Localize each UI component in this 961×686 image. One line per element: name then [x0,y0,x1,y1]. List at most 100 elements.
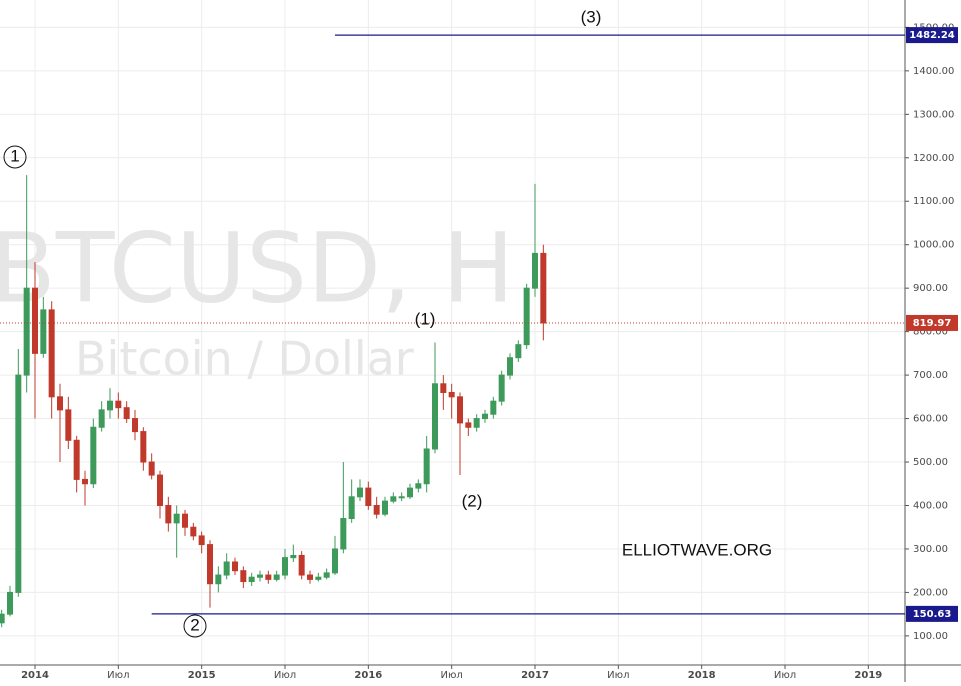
candle-body [465,422,472,428]
watermark: BTCUSD, H [0,212,514,324]
price-label: 150.63 [913,609,952,620]
candle-body [307,574,313,580]
candle-body [407,487,413,498]
candle-body [332,548,338,574]
candle-body [82,478,88,485]
candle-body [90,426,97,485]
candle-body [540,252,547,324]
candle-body [107,400,113,411]
annotation: (1) [415,309,436,328]
candle-body [190,526,197,537]
candle-body [98,409,105,428]
candle-body [415,483,422,489]
candle-body [365,487,372,506]
candle-body [182,513,188,528]
candle-body [348,496,355,520]
candle-body [165,504,172,524]
candle-body [198,535,205,546]
x-tick-label: Июл [774,670,796,681]
candle-body [482,413,488,420]
candle-body [123,407,130,420]
y-tick-label: 600.00 [913,414,948,425]
annotation: 2 [190,615,199,634]
y-tick-label: 400.00 [913,500,948,511]
candle-body [7,591,13,615]
candle-body [215,574,222,585]
x-tick-label: Июл [441,670,463,681]
candle-body [257,574,263,578]
candle-body [448,391,455,398]
candle-body [398,496,405,499]
y-tick-label: 1300.00 [913,109,954,120]
x-tick-label: Июл [107,670,129,681]
y-tick-label: 200.00 [913,587,948,598]
price-label: 819.97 [913,318,952,329]
candle-body [140,431,147,463]
candle-body [40,309,47,354]
annotation: (2) [462,491,483,510]
candle-body [73,439,80,480]
x-tick-label: 2019 [854,670,882,681]
candle-body [490,400,497,415]
candle-body [248,576,255,583]
x-tick-label: Июл [607,670,629,681]
candle-body [207,544,213,585]
y-tick-label: 1100.00 [913,196,954,207]
annotation: (3) [581,7,602,26]
candle-body [48,309,55,398]
price-label-box [906,314,958,331]
y-tick-label: 1400.00 [913,66,954,77]
y-tick-label: 1000.00 [913,240,954,251]
candle-body [440,383,447,393]
candle-body [132,418,138,433]
candle-body [0,613,5,624]
candle-body [315,576,322,580]
candle-body [240,570,247,583]
y-tick-label: 800.00 [913,327,948,338]
candle-body [323,572,330,578]
y-tick-label: 700.00 [913,370,948,381]
circle [3,145,27,169]
y-tick-label: 100.00 [913,631,948,642]
x-tick-label: Июл [274,670,296,681]
watermark-sub: Bitcoin / Dollar [75,332,414,386]
price-label-box [906,605,958,622]
candle-body [282,557,288,576]
candle-body [390,496,397,502]
candle-body [373,504,380,515]
candle-body [65,409,72,441]
circle [183,614,207,638]
candle-body [290,554,297,559]
candle-body [57,396,63,411]
candle-body [515,344,522,359]
candle-body [298,554,305,576]
candle-body [157,474,163,506]
price-label-box [906,27,958,44]
annotation: ELLIOTWAVE.ORG [622,540,772,559]
candle-body [357,487,363,498]
x-tick-label: 2017 [521,670,549,681]
y-tick-label: 300.00 [913,544,948,555]
candle-body [473,418,480,428]
candle-body [523,287,530,346]
candle-body [507,357,513,376]
candle-body [457,396,463,424]
candle-body [15,374,22,593]
candle-body [265,574,272,580]
annotation: 1 [10,146,19,165]
x-tick-label: 2014 [21,670,49,681]
candle-body [273,574,280,580]
y-tick-label: 500.00 [913,457,948,468]
candle-body [23,287,30,376]
candle-body [498,374,505,402]
candle-body [382,500,388,515]
y-tick-label: 1200.00 [913,153,954,164]
candle-body [423,448,430,485]
x-tick-label: 2016 [354,670,382,681]
candle-body [432,383,438,450]
x-tick-label: 2015 [188,670,216,681]
candle-body [115,400,122,409]
price-label: 1482.24 [909,30,955,41]
